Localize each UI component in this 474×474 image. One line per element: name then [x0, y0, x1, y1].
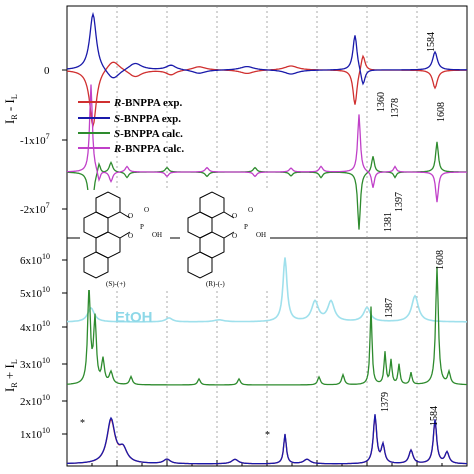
top-ytick-2: -2x107: [20, 201, 50, 216]
asterisk-2: *: [265, 430, 270, 441]
annot-1397: 1397: [394, 192, 405, 212]
series-r_calc: [66, 84, 467, 203]
series-s_raman: [66, 414, 467, 465]
s-o-label-3: O: [144, 206, 149, 214]
s-naphthyl-ring-4: [83, 251, 109, 279]
annot-1360: 1360: [376, 92, 387, 112]
bottom-ytick-2: 4x1010: [20, 319, 50, 334]
s-bond-o-bottom: [119, 231, 131, 239]
r-o-label-3: O: [248, 206, 253, 214]
top-ylabel: IR - IL: [2, 94, 19, 124]
r-naphthyl-ring-4: [187, 251, 213, 279]
legend-label-r-exp: R-BNPPA exp.: [113, 97, 182, 109]
s-o-label-1: O: [128, 212, 133, 220]
molecule-r: O O P OH O (R)-(-): [180, 190, 270, 290]
bottom-ytick-4: 2x1010: [20, 393, 50, 408]
bottom-y-axis: 6x1010 5x1010 4x1010 3x1010 2x1010 1x101…: [2, 252, 67, 441]
s-oh-label: OH: [152, 231, 162, 239]
bottom-ytick-5: 1x1010: [20, 426, 50, 441]
top-ytick-0: 0: [44, 65, 50, 77]
legend-label-r-calc: R-BNPPA calc.: [113, 143, 184, 155]
annot-1379: 1379: [380, 392, 391, 412]
series-calc_raman: [66, 266, 467, 386]
legend-label-s-exp: S-BNPPA exp.: [114, 113, 181, 125]
bottom-annotations: 1387 1608 1379 1584 * * EtOH: [80, 250, 446, 441]
annot-1608-raman: 1608: [435, 250, 446, 270]
top-y-axis: 0 -1x107 -2x107 IR - IL: [2, 65, 67, 216]
series-etoh: [67, 257, 467, 323]
annot-1584: 1584: [426, 32, 437, 52]
annot-1608: 1608: [436, 102, 447, 122]
annot-1387: 1387: [384, 298, 395, 318]
bottom-ylabel: IR + IL: [2, 359, 19, 392]
r-p-label: P: [244, 223, 248, 231]
annot-1584-raman: 1584: [429, 406, 440, 426]
bottom-ytick-0: 6x1010: [20, 252, 50, 267]
molecule-r-label: (R)-(-): [206, 280, 225, 288]
r-o-label-2: O: [232, 232, 237, 240]
r-bond-o-top: [223, 211, 235, 219]
legend-label-s-calc: S-BNPPA calc.: [114, 128, 183, 140]
top-ytick-1: -1x107: [20, 132, 50, 147]
molecule-r-backdrop: [180, 190, 270, 290]
top-spectra: [66, 11, 468, 260]
bottom-ytick-3: 3x1010: [20, 356, 50, 371]
annot-1381: 1381: [383, 212, 394, 232]
annot-1378: 1378: [390, 98, 401, 118]
r-oh-label: OH: [256, 231, 266, 239]
legend: R-BNPPA exp. S-BNPPA exp. S-BNPPA calc. …: [78, 97, 184, 155]
s-p-label: P: [140, 223, 144, 231]
r-bond-o-bottom: [223, 231, 235, 239]
asterisk-1: *: [80, 418, 85, 429]
bottom-ytick-1: 5x1010: [20, 285, 50, 300]
top-annotations: 1360 1378 1584 1397 1381 1608: [376, 32, 447, 232]
bottom-spectra: [66, 257, 467, 465]
s-o-label-2: O: [128, 232, 133, 240]
molecule-s-backdrop: [80, 190, 170, 290]
solvent-label-etoh: EtOH: [115, 309, 153, 326]
series-s_exp: [66, 11, 468, 86]
molecule-s-label: (S)-(+): [106, 280, 126, 288]
r-o-label-1: O: [232, 212, 237, 220]
molecule-s: O O P OH O (S)-(+): [80, 190, 170, 290]
s-bond-o-top: [119, 211, 131, 219]
